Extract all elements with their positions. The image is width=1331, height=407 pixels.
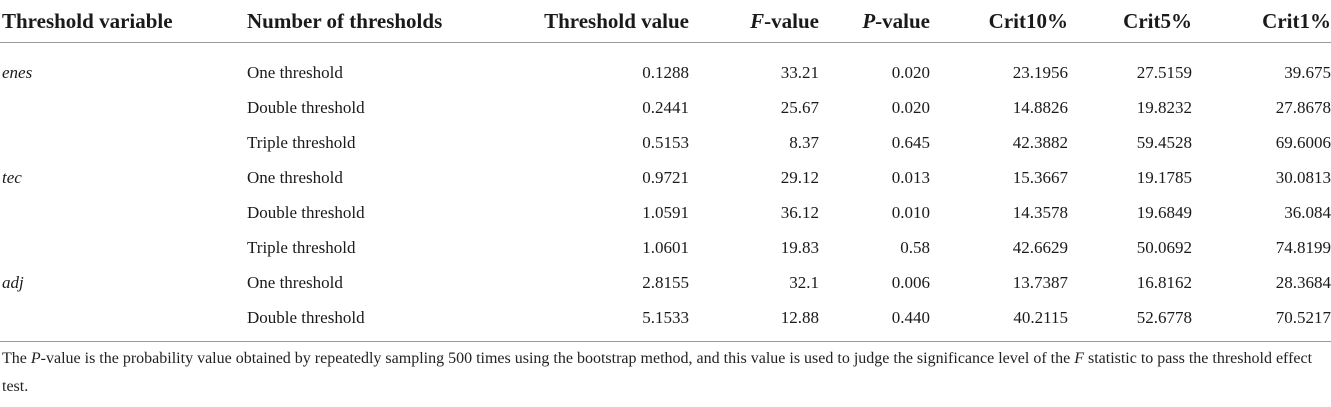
cell-variable	[0, 125, 247, 160]
cell-threshold: 0.5153	[642, 132, 689, 152]
cell-crit10: 23.1956	[1012, 62, 1068, 82]
footnote-part-3: statistic to pass the threshold effect t…	[2, 350, 1313, 395]
cell-f: 19.83	[780, 237, 819, 257]
header-p-letter: P	[862, 8, 876, 33]
cell-f: 8.37	[789, 132, 819, 152]
cell-f: 29.12	[780, 167, 819, 187]
cell-crit5: 19.8232	[1136, 97, 1192, 117]
cell-crit1: 70.5217	[1275, 307, 1331, 327]
table-row: Double threshold 0.2441 25.67 0.020 14.8…	[0, 90, 1331, 125]
header-row: Threshold variable Number of thresholds …	[0, 0, 1331, 43]
footnote-part-2: -value is the probability value obtained…	[40, 350, 1075, 367]
cell-crit5: 19.1785	[1136, 167, 1192, 187]
cell-crit5: 27.5159	[1136, 62, 1192, 82]
cell-crit1: 28.3684	[1275, 272, 1331, 292]
cell-crit10: 42.3882	[1012, 132, 1068, 152]
cell-crit1: 27.8678	[1275, 97, 1331, 117]
header-p-suffix: -value	[875, 8, 930, 33]
cell-crit1: 74.8199	[1275, 237, 1331, 257]
cell-threshold: 0.9721	[642, 167, 689, 187]
footnote-p-letter: P	[30, 350, 41, 367]
cell-number: One threshold	[247, 167, 343, 187]
cell-variable: enes	[2, 62, 33, 82]
cell-p: 0.006	[891, 272, 930, 292]
footnote-part-1: The	[2, 350, 31, 367]
cell-threshold: 1.0601	[642, 237, 689, 257]
cell-threshold: 5.1533	[642, 307, 689, 327]
cell-crit5: 59.4528	[1136, 132, 1192, 152]
table-row: tec One threshold 0.9721 29.12 0.013 15.…	[0, 160, 1331, 195]
cell-p: 0.010	[891, 202, 930, 222]
footnote-f-letter: F	[1074, 350, 1084, 367]
cell-p: 0.58	[900, 237, 930, 257]
cell-crit5: 16.8162	[1136, 272, 1192, 292]
cell-f: 33.21	[780, 62, 819, 82]
cell-p: 0.020	[891, 62, 930, 82]
cell-number: One threshold	[247, 272, 343, 292]
cell-number: One threshold	[247, 62, 343, 82]
table-row: Triple threshold 0.5153 8.37 0.645 42.38…	[0, 125, 1331, 160]
cell-p: 0.020	[891, 97, 930, 117]
cell-crit10: 13.7387	[1012, 272, 1068, 292]
header-f-letter: F	[750, 8, 765, 33]
cell-variable	[0, 90, 247, 125]
cell-p: 0.440	[891, 307, 930, 327]
cell-crit10: 42.6629	[1012, 237, 1068, 257]
cell-number: Triple threshold	[247, 237, 356, 257]
table-row: enes One threshold 0.1288 33.21 0.020 23…	[0, 43, 1331, 91]
table-row: Double threshold 5.1533 12.88 0.440 40.2…	[0, 300, 1331, 342]
table-row: Triple threshold 1.0601 19.83 0.58 42.66…	[0, 230, 1331, 265]
cell-crit1: 69.6006	[1275, 132, 1331, 152]
table-row: adj One threshold 2.8155 32.1 0.006 13.7…	[0, 265, 1331, 300]
header-crit5: Crit5%	[1123, 8, 1192, 33]
header-f-value: F-value	[689, 0, 819, 43]
cell-p: 0.645	[891, 132, 930, 152]
table-body: enes One threshold 0.1288 33.21 0.020 23…	[0, 43, 1331, 342]
cell-crit10: 40.2115	[1013, 307, 1068, 327]
cell-threshold: 0.1288	[642, 62, 689, 82]
cell-crit1: 30.0813	[1275, 167, 1331, 187]
cell-p: 0.013	[891, 167, 930, 187]
table-header: Threshold variable Number of thresholds …	[0, 0, 1331, 43]
cell-f: 12.88	[780, 307, 819, 327]
table-footnote: The P-value is the probability value obt…	[2, 345, 1328, 401]
cell-threshold: 0.2441	[642, 97, 689, 117]
cell-number: Double threshold	[247, 307, 365, 327]
cell-number: Triple threshold	[247, 132, 356, 152]
header-crit1: Crit1%	[1262, 8, 1331, 33]
header-p-value: P-value	[819, 0, 930, 43]
cell-threshold: 2.8155	[642, 272, 689, 292]
cell-f: 25.67	[780, 97, 819, 117]
cell-crit10: 14.8826	[1012, 97, 1068, 117]
cell-variable	[0, 195, 247, 230]
cell-variable	[0, 230, 247, 265]
header-threshold-variable: Threshold variable	[2, 8, 173, 33]
cell-number: Double threshold	[247, 97, 365, 117]
cell-crit5: 19.6849	[1136, 202, 1192, 222]
cell-variable: tec	[2, 167, 22, 187]
cell-crit10: 14.3578	[1012, 202, 1068, 222]
threshold-effect-table: Threshold variable Number of thresholds …	[0, 0, 1331, 342]
cell-crit5: 50.0692	[1136, 237, 1192, 257]
cell-crit5: 52.6778	[1136, 307, 1192, 327]
cell-variable: adj	[2, 272, 24, 292]
cell-crit1: 36.084	[1284, 202, 1331, 222]
header-number-of-thresholds: Number of thresholds	[247, 8, 443, 33]
cell-crit10: 15.3667	[1012, 167, 1068, 187]
cell-crit1: 39.675	[1284, 62, 1331, 82]
header-threshold-value: Threshold value	[544, 8, 689, 33]
table-row: Double threshold 1.0591 36.12 0.010 14.3…	[0, 195, 1331, 230]
cell-variable	[0, 300, 247, 342]
cell-threshold: 1.0591	[642, 202, 689, 222]
header-crit10: Crit10%	[988, 8, 1068, 33]
cell-f: 36.12	[780, 202, 819, 222]
threshold-effect-table-container: Threshold variable Number of thresholds …	[0, 0, 1331, 342]
cell-f: 32.1	[789, 272, 819, 292]
header-f-suffix: -value	[764, 8, 819, 33]
cell-number: Double threshold	[247, 202, 365, 222]
